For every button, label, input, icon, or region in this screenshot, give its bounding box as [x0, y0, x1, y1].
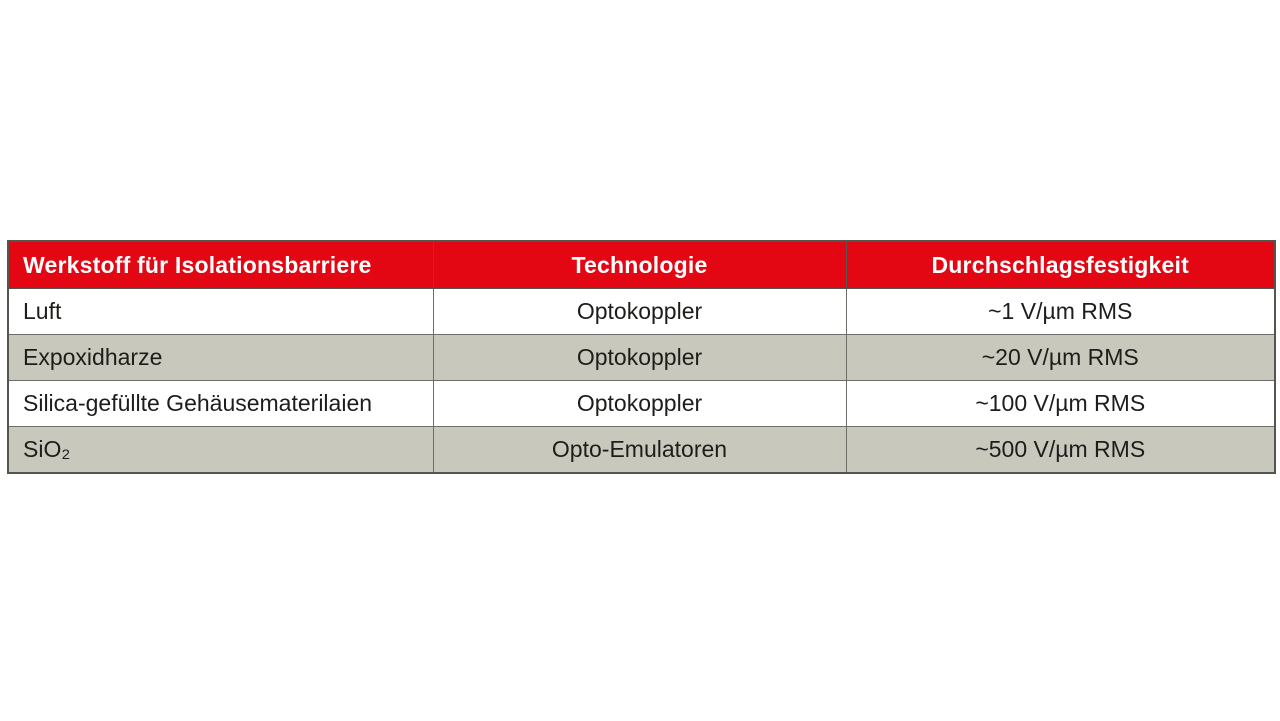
header-dielectric-strength: Durchschlagsfestigkeit	[845, 240, 1276, 289]
table-row: Expoxidharze Optokoppler ~20 V/µm RMS	[7, 334, 1276, 381]
cell-material: Silica-gefüllte Gehäusematerilaien	[7, 380, 434, 427]
table-row: SiO₂ Opto-Emulatoren ~500 V/µm RMS	[7, 426, 1276, 474]
cell-material: Expoxidharze	[7, 334, 434, 381]
isolation-materials-table: Werkstoff für Isolationsbarriere Technol…	[7, 240, 1276, 474]
cell-technology: Optokoppler	[432, 380, 847, 427]
cell-material: SiO₂	[7, 426, 434, 474]
table-row: Silica-gefüllte Gehäusematerilaien Optok…	[7, 380, 1276, 427]
cell-dielectric-strength: ~20 V/µm RMS	[845, 334, 1276, 381]
cell-dielectric-strength: ~1 V/µm RMS	[845, 288, 1276, 335]
cell-technology: Optokoppler	[432, 334, 847, 381]
cell-technology: Opto-Emulatoren	[432, 426, 847, 474]
header-technology: Technologie	[432, 240, 847, 289]
cell-dielectric-strength: ~100 V/µm RMS	[845, 380, 1276, 427]
cell-technology: Optokoppler	[432, 288, 847, 335]
header-material: Werkstoff für Isolationsbarriere	[7, 240, 434, 289]
table-row: Luft Optokoppler ~1 V/µm RMS	[7, 288, 1276, 335]
cell-dielectric-strength: ~500 V/µm RMS	[845, 426, 1276, 474]
table-header-row: Werkstoff für Isolationsbarriere Technol…	[7, 240, 1276, 289]
cell-material: Luft	[7, 288, 434, 335]
